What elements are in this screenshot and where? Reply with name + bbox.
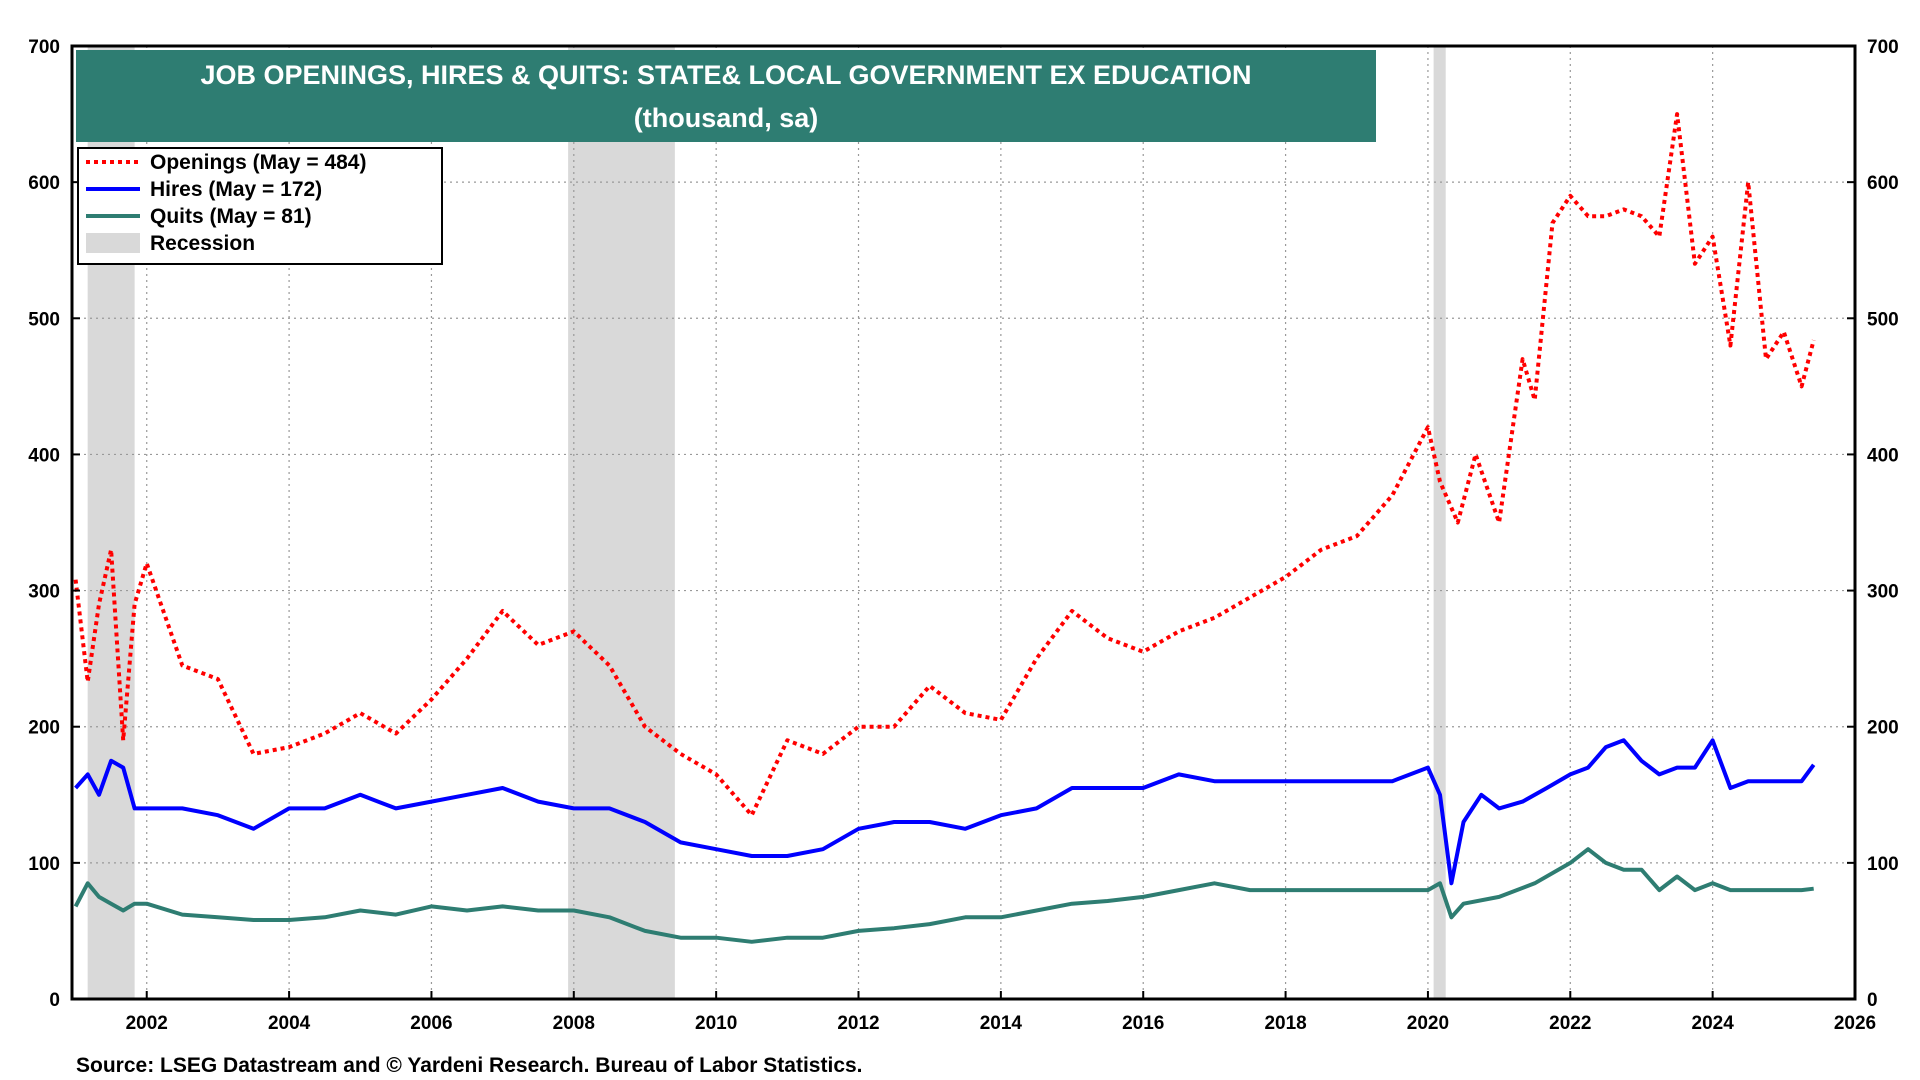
- legend-recession-swatch: [86, 233, 140, 253]
- y-tick-left-1: 100: [28, 854, 60, 875]
- series-line-2: [73, 847, 1814, 944]
- chart-subtitle: (thousand, sa): [634, 103, 819, 133]
- y-tick-left-3: 300: [28, 582, 60, 603]
- x-tick-4: 2010: [695, 1013, 737, 1034]
- y-tick-right-5: 500: [1867, 309, 1899, 330]
- legend-openings-label: Openings (May = 484): [150, 151, 366, 174]
- legend-recession-label: Recession: [150, 232, 255, 255]
- series-lines: [73, 112, 1816, 944]
- x-tick-8: 2018: [1264, 1013, 1306, 1034]
- series-line-1: [74, 738, 1816, 886]
- y-tick-left-5: 500: [28, 309, 60, 330]
- x-tick-2: 2006: [410, 1013, 452, 1034]
- chart-title: JOB OPENINGS, HIRES & QUITS: STATE& LOCA…: [200, 60, 1251, 90]
- plot-frame: [70, 44, 1857, 1001]
- x-tick-9: 2020: [1407, 1013, 1449, 1034]
- y-tick-right-2: 200: [1867, 718, 1899, 739]
- y-tick-right-1: 100: [1867, 854, 1899, 875]
- recession-band-1: [568, 46, 675, 999]
- x-tick-6: 2014: [980, 1013, 1023, 1034]
- title-banner: [76, 50, 1376, 142]
- y-tick-right-7: 700: [1867, 37, 1899, 58]
- x-tick-3: 2008: [553, 1013, 595, 1034]
- x-tick-12: 2026: [1834, 1013, 1876, 1034]
- source-note: Source: LSEG Datastream and © Yardeni Re…: [76, 1054, 863, 1077]
- y-tick-right-0: 0: [1867, 990, 1878, 1011]
- axis-ticks: 0 0 100 100 200 200 300 300 400 400 500 500 600 600 70…: [28, 37, 1898, 1034]
- y-tick-right-3: 300: [1867, 582, 1899, 603]
- y-tick-left-4: 400: [28, 445, 60, 466]
- x-tick-10: 2022: [1549, 1013, 1591, 1034]
- y-tick-left-2: 200: [28, 718, 60, 739]
- x-tick-7: 2016: [1122, 1013, 1164, 1034]
- y-tick-right-6: 600: [1867, 173, 1899, 194]
- legend: Openings (May = 484) Hires (May = 172) Q…: [77, 147, 443, 265]
- recession-band-2: [1433, 46, 1446, 999]
- series-line-0: [73, 112, 1816, 818]
- x-tick-1: 2004: [268, 1013, 311, 1034]
- x-tick-0: 2002: [126, 1013, 168, 1034]
- x-tick-5: 2012: [837, 1013, 879, 1034]
- legend-hires-label: Hires (May = 172): [150, 178, 322, 201]
- x-tick-11: 2024: [1692, 1013, 1735, 1034]
- y-tick-left-0: 0: [49, 990, 60, 1011]
- y-tick-left-7: 700: [28, 37, 60, 58]
- legend-quits-label: Quits (May = 81): [150, 205, 312, 228]
- y-tick-right-4: 400: [1867, 445, 1899, 466]
- y-tick-left-6: 600: [28, 173, 60, 194]
